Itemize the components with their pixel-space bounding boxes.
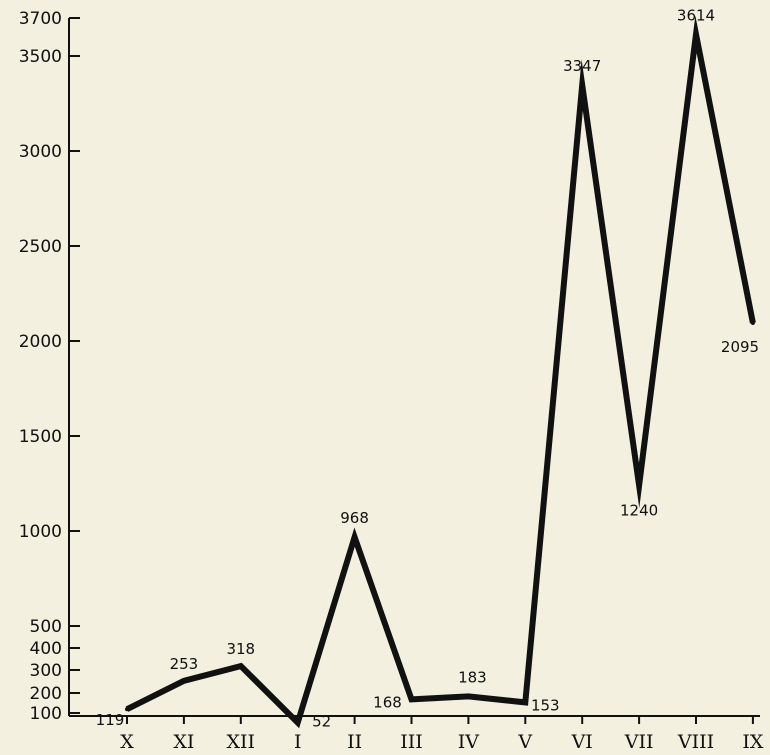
y-tick-label: 400 [30,639,62,659]
y-tick-label: 100 [30,704,62,724]
x-tick-label: X [120,731,134,753]
x-tick-label: I [294,731,302,753]
y-tick-label: 200 [30,684,62,704]
data-label: 3347 [563,57,601,75]
data-point [409,697,414,702]
data-point [352,535,357,540]
y-tick-label: 1500 [19,427,62,447]
data-point [238,664,243,669]
x-tick-label: XI [173,731,194,753]
x-axis-ticks: X XI XII I II III IV V VI VII VIII IX [120,716,764,753]
data-label: 52 [312,713,331,731]
data-point [181,678,186,683]
y-tick-label: 3000 [19,142,62,162]
data-point [580,83,585,88]
data-label: 2095 [721,338,759,356]
data-label: 183 [458,668,487,686]
x-tick-label: III [400,731,423,753]
x-tick-label: VIII [677,731,714,753]
x-tick-label: V [517,731,532,753]
y-tick-label: 500 [30,617,62,637]
data-point [637,483,642,488]
data-label: 3614 [677,6,715,24]
x-tick-label: IV [458,731,480,753]
data-label: 968 [340,509,369,527]
data-point [694,32,698,37]
data-label: 1240 [620,501,658,519]
x-tick-label: VI [571,731,593,753]
y-tick-label: 2000 [19,332,62,352]
y-tick-label: 3700 [19,9,62,29]
y-tick-label: 2500 [19,237,62,257]
data-point [750,320,755,325]
data-label: 168 [373,693,402,711]
x-tick-label: VII [624,731,654,753]
data-label: 318 [226,640,255,658]
x-tick-label: IX [742,731,764,753]
data-label: 153 [531,696,560,714]
y-tick-label: 1000 [19,522,62,542]
data-point [466,694,471,699]
x-tick-label: II [347,731,362,753]
series-line [125,15,756,729]
y-tick-label: 300 [30,661,62,681]
data-label: 119 [96,711,125,729]
data-label: 253 [170,655,199,673]
series-group [125,15,756,729]
data-point [125,707,129,712]
data-point [295,720,300,725]
x-tick-label: XII [227,731,256,753]
data-point [523,700,528,705]
y-tick-label: 3500 [19,47,62,67]
data-labels: 119 253 318 52 968 168 183 153 3347 1240 3614 2095 [96,6,759,730]
